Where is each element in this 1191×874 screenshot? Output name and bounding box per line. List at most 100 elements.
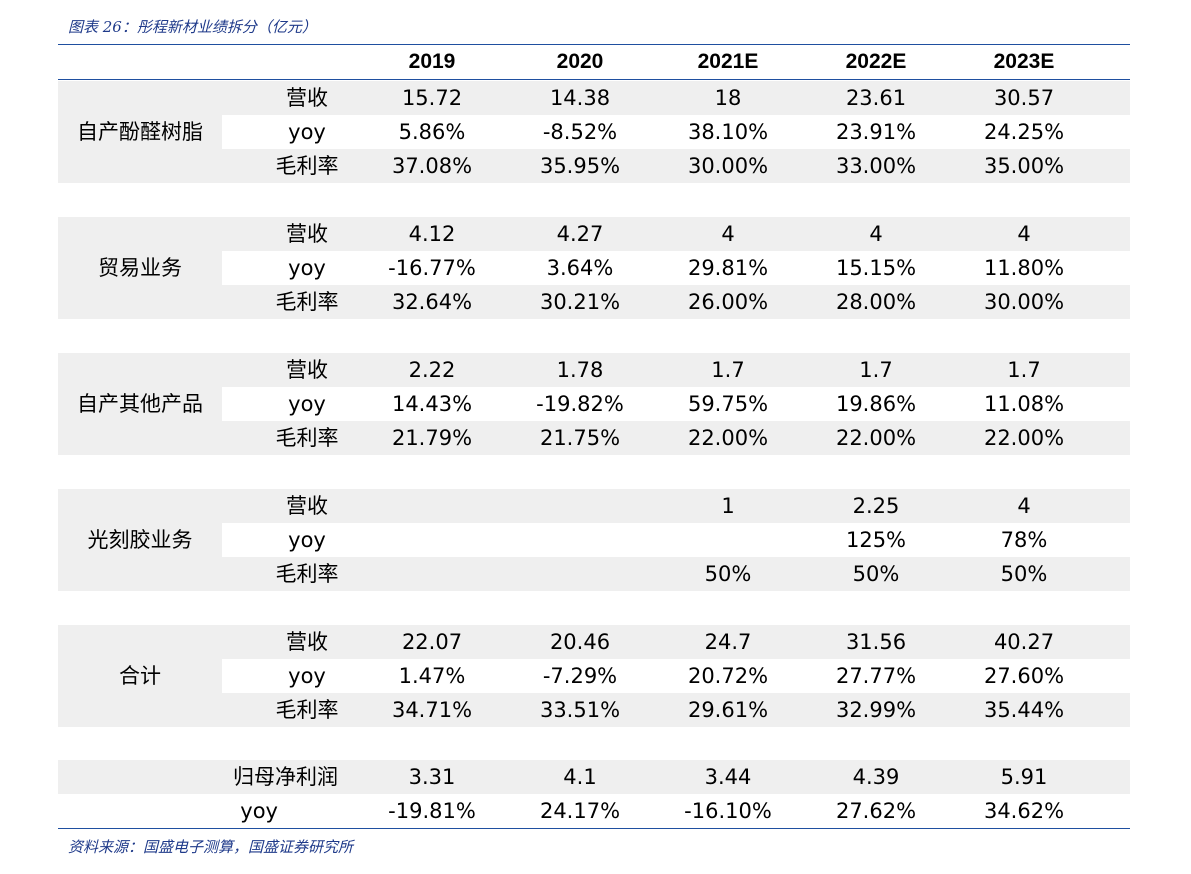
net-profit-yoy-value: -16.10%	[684, 799, 772, 823]
metric-value: 20.72%	[687, 664, 769, 688]
metric-label: yoy	[288, 392, 326, 416]
bottom-rule	[58, 828, 1130, 829]
segment-block: 自产酚醛树脂 营收 15.72 14.38 18 23.61 30.57 yoy 5.86% -8…	[58, 81, 1130, 183]
net-profit-value: 5.91	[1000, 765, 1048, 789]
net-profit-value: 4.39	[852, 765, 900, 789]
metric-value: 35.44%	[983, 698, 1065, 722]
table-row: yoy 5.86% -8.52% 38.10% 23.91% 24.25%	[58, 115, 1130, 149]
metric-value: 4	[869, 222, 883, 246]
metric-value: 4	[1017, 494, 1031, 518]
metric-label: 营收	[286, 358, 328, 382]
top-rule	[58, 44, 1130, 45]
metric-label: 毛利率	[275, 290, 339, 314]
metric-value: 1.7	[711, 358, 745, 382]
metric-value: 38.10%	[687, 120, 769, 144]
net-profit-value: 4.1	[563, 765, 597, 789]
segment-label-background	[58, 353, 222, 455]
net-profit-yoy-label: yoy	[240, 799, 278, 823]
metric-label: yoy	[288, 120, 326, 144]
metric-value: -8.52%	[542, 120, 618, 144]
metric-value: 22.07	[401, 630, 463, 654]
metric-value: 35.95%	[539, 154, 621, 178]
metric-value: 1	[721, 494, 735, 518]
net-profit-value: 3.31	[408, 765, 456, 789]
segment-label-background	[58, 81, 222, 183]
table-row: 营收 22.07 20.46 24.7 31.56 40.27	[58, 625, 1130, 659]
segment-name: 贸易业务	[98, 256, 182, 280]
segment-block: 合计 营收 22.07 20.46 24.7 31.56 40.27 yoy 1.47% -7.2…	[58, 625, 1130, 727]
metric-value: 33.00%	[835, 154, 917, 178]
segment-name: 自产其他产品	[77, 392, 203, 416]
metric-value: -19.82%	[536, 392, 624, 416]
table-row: 营收 2.22 1.78 1.7 1.7 1.7	[58, 353, 1130, 387]
metric-value: 4	[1017, 222, 1031, 246]
segment-label-background	[58, 489, 222, 591]
table-row: yoy -19.81% 24.17% -16.10% 27.62% 34.62%	[58, 794, 1130, 828]
metric-label: 毛利率	[275, 426, 339, 450]
header-rule	[58, 79, 1130, 80]
metric-value: 37.08%	[391, 154, 473, 178]
metric-value: 34.71%	[391, 698, 473, 722]
metric-value: 50%	[1000, 562, 1048, 586]
metric-value: 50%	[852, 562, 900, 586]
metric-value: 22.00%	[983, 426, 1065, 450]
metric-value: 1.78	[556, 358, 604, 382]
segment-block: 自产其他产品 营收 2.22 1.78 1.7 1.7 1.7 yoy 14.43% -19.82…	[58, 353, 1130, 455]
table-row: yoy 14.43% -19.82% 59.75% 19.86% 11.08%	[58, 387, 1130, 421]
net-profit-yoy-value: 27.62%	[835, 799, 917, 823]
segment-name: 自产酚醛树脂	[77, 120, 203, 144]
metric-value: -16.77%	[388, 256, 476, 280]
table-row: 营收 1 2.25 4	[58, 489, 1130, 523]
metric-value: 14.43%	[391, 392, 473, 416]
metric-label: 毛利率	[275, 698, 339, 722]
metric-value: 24.7	[704, 630, 752, 654]
metric-value: 18	[714, 86, 742, 110]
metric-label: 营收	[286, 630, 328, 654]
net-profit-label: 归母净利润	[233, 765, 338, 789]
metric-value: 11.08%	[983, 392, 1065, 416]
net-profit-yoy-value: -19.81%	[388, 799, 476, 823]
table-row: 毛利率 21.79% 21.75% 22.00% 22.00% 22.00%	[58, 421, 1130, 455]
metric-value: 1.7	[1007, 358, 1041, 382]
metric-value: 24.25%	[983, 120, 1065, 144]
metric-value	[506, 557, 654, 591]
metric-value: 23.61	[845, 86, 907, 110]
metric-value: 26.00%	[687, 290, 769, 314]
metric-label: 营收	[286, 86, 328, 110]
table-row: 归母净利润 3.31 4.1 3.44 4.39 5.91	[58, 760, 1130, 794]
table-row: 营收 15.72 14.38 18 23.61 30.57	[58, 81, 1130, 115]
metric-value: 31.56	[845, 630, 907, 654]
metric-value: 15.15%	[835, 256, 917, 280]
metric-value: 28.00%	[835, 290, 917, 314]
metric-label: 毛利率	[275, 562, 339, 586]
table-row: yoy -16.77% 3.64% 29.81% 15.15% 11.80%	[58, 251, 1130, 285]
segment-name: 光刻胶业务	[87, 528, 193, 552]
metric-value: 35.00%	[983, 154, 1065, 178]
metric-value: 21.79%	[391, 426, 473, 450]
metric-value	[506, 489, 654, 523]
table-row: yoy 1.47% -7.29% 20.72% 27.77% 27.60%	[58, 659, 1130, 693]
segment-block: 光刻胶业务 营收 1 2.25 4 yoy 125% 78% 毛利率 50% 50% 50%	[58, 489, 1130, 591]
metric-value: 2.25	[852, 494, 900, 518]
segment-label-background	[58, 625, 222, 727]
metric-label: 营收	[286, 222, 328, 246]
net-profit-yoy-value: 34.62%	[983, 799, 1065, 823]
year-header: 2021E	[697, 50, 759, 73]
metric-label: 营收	[286, 494, 328, 518]
metric-value: 15.72	[401, 86, 463, 110]
table-row: 毛利率 50% 50% 50%	[58, 557, 1130, 591]
metric-label: yoy	[288, 528, 326, 552]
metric-value: 3.64%	[546, 256, 614, 280]
metric-value: 5.86%	[398, 120, 466, 144]
metric-value: 30.57	[993, 86, 1055, 110]
metric-value	[358, 523, 506, 557]
metric-value: 32.99%	[835, 698, 917, 722]
metric-value: 1.47%	[398, 664, 466, 688]
metric-label: yoy	[288, 664, 326, 688]
segment-name: 合计	[119, 664, 161, 688]
metric-value: 30.00%	[983, 290, 1065, 314]
table-row: 毛利率 32.64% 30.21% 26.00% 28.00% 30.00%	[58, 285, 1130, 319]
metric-value: 59.75%	[687, 392, 769, 416]
metric-value: 33.51%	[539, 698, 621, 722]
metric-value: 19.86%	[835, 392, 917, 416]
